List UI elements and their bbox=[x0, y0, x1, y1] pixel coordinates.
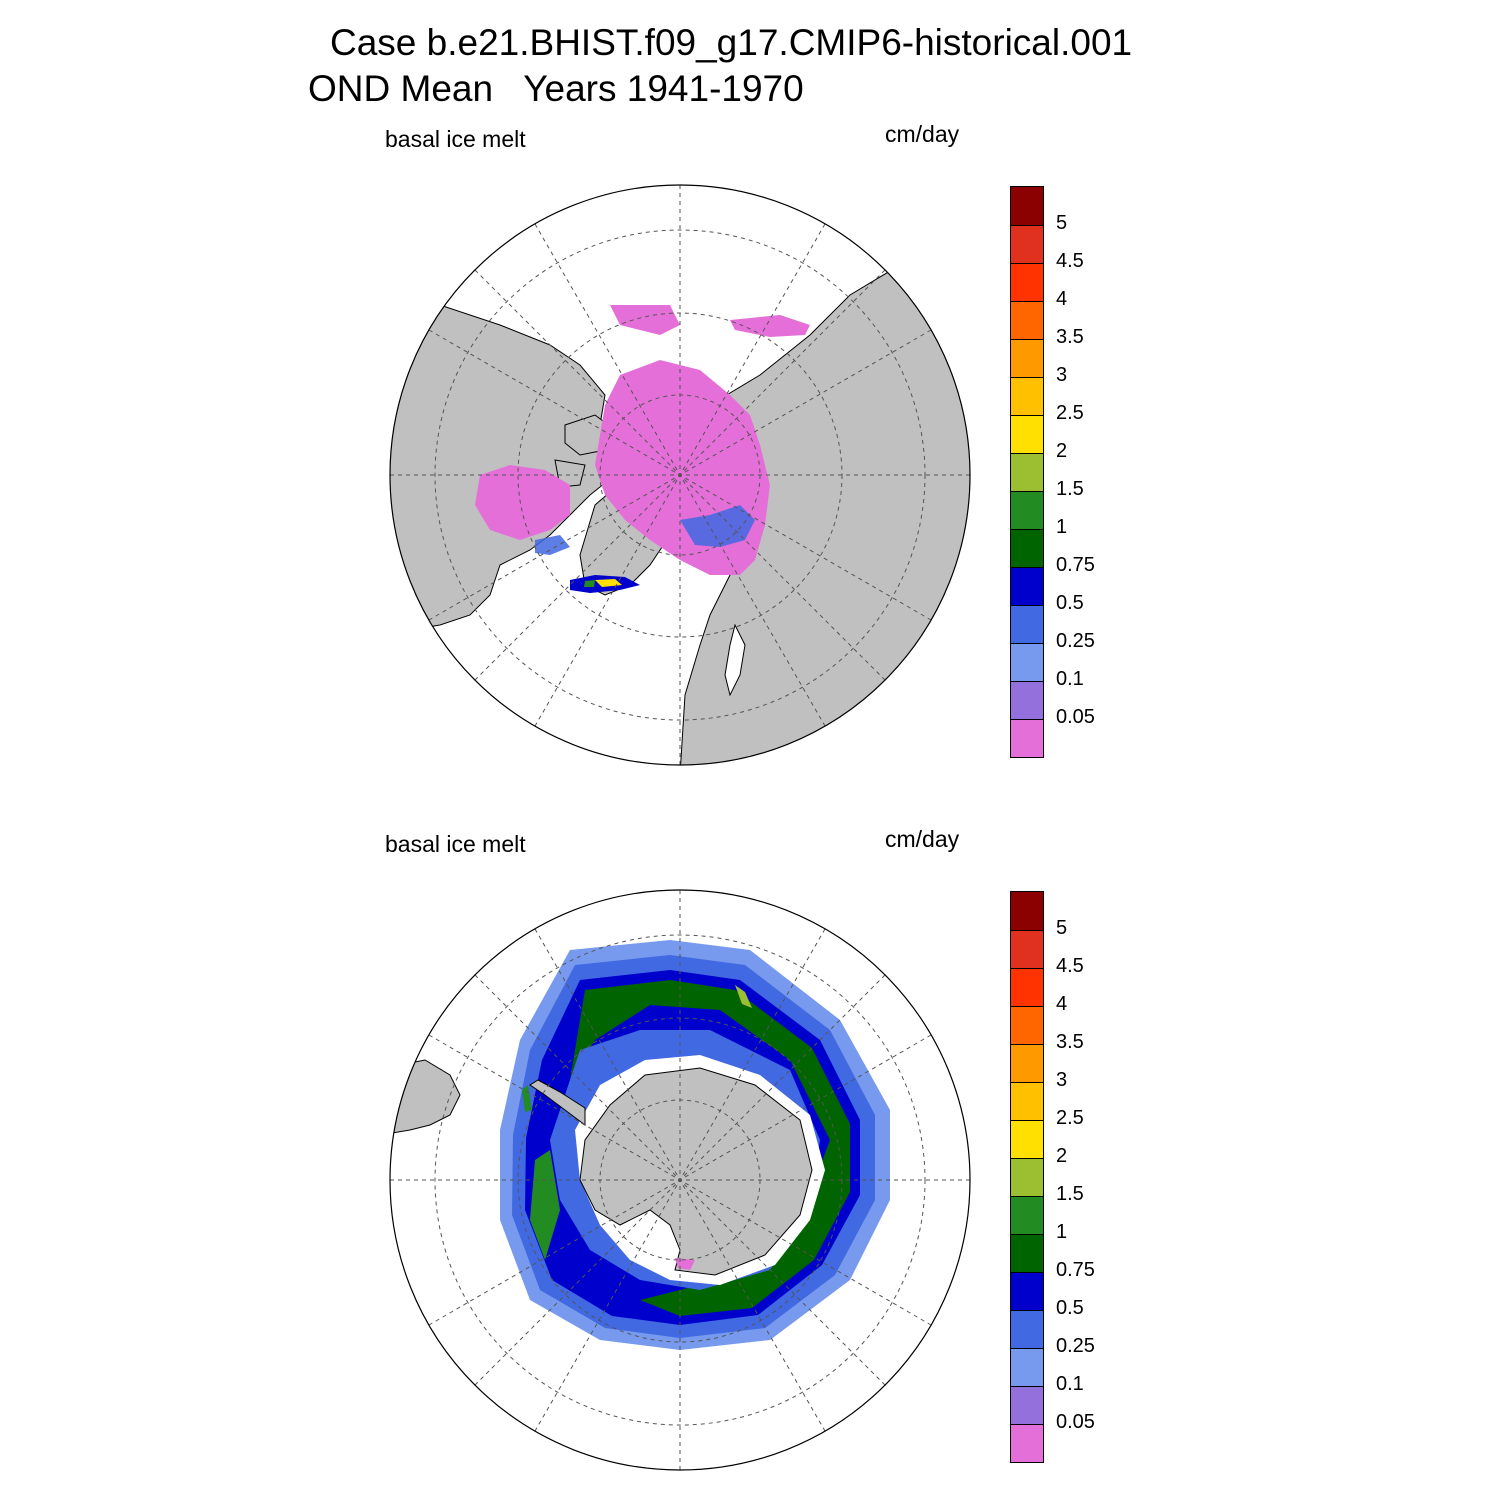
south-colorbar-swatch bbox=[1011, 930, 1043, 968]
south-units-label: cm/day bbox=[885, 826, 960, 852]
south-colorbar-tick-label: 0.5 bbox=[1056, 1297, 1084, 1319]
figure-title-line2: OND Mean Years 1941-1970 bbox=[308, 68, 804, 109]
north-colorbar-swatch bbox=[1011, 301, 1043, 339]
north-ice-hudson-bay bbox=[475, 465, 570, 540]
north-ice-bering bbox=[610, 305, 680, 335]
south-colorbar-swatch bbox=[1011, 1386, 1043, 1424]
south-polar-map bbox=[380, 880, 980, 1480]
south-colorbar-tick-label: 4 bbox=[1056, 993, 1068, 1015]
south-map-border bbox=[389, 889, 971, 1471]
south-colorbar-swatch bbox=[1011, 1158, 1043, 1196]
north-colorbar-tick-label: 1.5 bbox=[1056, 478, 1084, 500]
north-units-label: cm/day bbox=[885, 121, 960, 147]
north-colorbar-tick-label: 2.5 bbox=[1056, 402, 1084, 424]
north-melt-labrador bbox=[535, 535, 570, 555]
north-melt-barents bbox=[680, 505, 755, 547]
south-melt-green bbox=[570, 980, 850, 1316]
north-colorbar-swatch bbox=[1011, 187, 1043, 225]
figure-title-line1: Case b.e21.BHIST.f09_g17.CMIP6-historica… bbox=[330, 22, 1133, 63]
south-colorbar-boxes bbox=[1010, 891, 1044, 1463]
south-colorbar-swatch bbox=[1011, 1424, 1043, 1462]
north-colorbar-tick-label: 0.25 bbox=[1056, 630, 1095, 652]
north-colorbar-tick-label: 5 bbox=[1056, 212, 1068, 234]
north-colorbar-tick-label: 3.5 bbox=[1056, 326, 1084, 348]
south-colorbar-tick-label: 2 bbox=[1056, 1145, 1068, 1167]
south-colorbar-tick-label: 0.75 bbox=[1056, 1259, 1095, 1281]
north-colorbar-tick-label: 1 bbox=[1056, 516, 1068, 538]
north-colorbar-swatch bbox=[1011, 453, 1043, 491]
north-colorbar-swatch bbox=[1011, 529, 1043, 567]
south-colorbar-tick-label: 1.5 bbox=[1056, 1183, 1084, 1205]
north-colorbar-swatch bbox=[1011, 377, 1043, 415]
south-colorbar-tick-label: 2.5 bbox=[1056, 1107, 1084, 1129]
south-colorbar-swatch bbox=[1011, 1044, 1043, 1082]
north-colorbar-swatch bbox=[1011, 339, 1043, 377]
north-colorbar-tick-label: 3 bbox=[1056, 364, 1068, 386]
north-baltic-sea bbox=[724, 623, 746, 697]
south-colorbar-tick-label: 5 bbox=[1056, 917, 1068, 939]
north-melt-greenland-sea-peak bbox=[595, 579, 622, 587]
south-colorbar-swatch bbox=[1011, 1348, 1043, 1386]
north-colorbar-swatch bbox=[1011, 491, 1043, 529]
north-colorbar-swatch bbox=[1011, 605, 1043, 643]
north-colorbar-boxes bbox=[1010, 186, 1044, 758]
north-colorbar-swatch bbox=[1011, 415, 1043, 453]
north-colorbar-swatch bbox=[1011, 225, 1043, 263]
north-melt-greenland-sea-green bbox=[584, 580, 595, 587]
north-polar-map bbox=[380, 175, 980, 775]
south-colorbar-tick-label: 3.5 bbox=[1056, 1031, 1084, 1053]
north-colorbar-tick-label: 4.5 bbox=[1056, 250, 1084, 272]
south-colorbar-tick-label: 1 bbox=[1056, 1221, 1068, 1243]
south-colorbar-tick-label: 0.05 bbox=[1056, 1411, 1095, 1433]
south-colorbar-swatch bbox=[1011, 1272, 1043, 1310]
south-colorbar-swatch bbox=[1011, 1310, 1043, 1348]
north-colorbar-swatch bbox=[1011, 643, 1043, 681]
south-colorbar-tick-label: 0.1 bbox=[1056, 1373, 1084, 1395]
south-colorbar-swatch bbox=[1011, 1006, 1043, 1044]
south-colorbar-tick-label: 4.5 bbox=[1056, 955, 1084, 977]
north-colorbar-tick-label: 0.75 bbox=[1056, 554, 1095, 576]
north-colorbar-tick-label: 0.1 bbox=[1056, 668, 1084, 690]
north-colorbar-swatch bbox=[1011, 681, 1043, 719]
south-colorbar-swatch bbox=[1011, 892, 1043, 930]
north-variable-label: basal ice melt bbox=[385, 126, 526, 152]
south-colorbar-swatch bbox=[1011, 1234, 1043, 1272]
south-colorbar-swatch bbox=[1011, 1082, 1043, 1120]
north-map-border bbox=[389, 184, 971, 766]
south-melt-peninsula-green bbox=[522, 1085, 532, 1112]
north-ice-okhotsk bbox=[730, 315, 810, 337]
north-colorbar-tick-label: 0.05 bbox=[1056, 706, 1095, 728]
north-colorbar-tick-label: 4 bbox=[1056, 288, 1068, 310]
south-colorbar-swatch bbox=[1011, 1120, 1043, 1158]
north-colorbar-swatch bbox=[1011, 719, 1043, 757]
south-land-peninsula bbox=[529, 1079, 586, 1126]
south-melt-green-west bbox=[530, 1150, 560, 1260]
north-colorbar-swatch bbox=[1011, 263, 1043, 301]
south-colorbar-tick-label: 3 bbox=[1056, 1069, 1068, 1091]
north-colorbar-tick-label: 2 bbox=[1056, 440, 1068, 462]
north-colorbar-swatch bbox=[1011, 567, 1043, 605]
south-colorbar-swatch bbox=[1011, 968, 1043, 1006]
south-variable-label: basal ice melt bbox=[385, 831, 526, 857]
south-melt-peak bbox=[735, 985, 752, 1008]
south-colorbar-tick-label: 0.25 bbox=[1056, 1335, 1095, 1357]
north-colorbar-tick-label: 0.5 bbox=[1056, 592, 1084, 614]
south-colorbar-swatch bbox=[1011, 1196, 1043, 1234]
